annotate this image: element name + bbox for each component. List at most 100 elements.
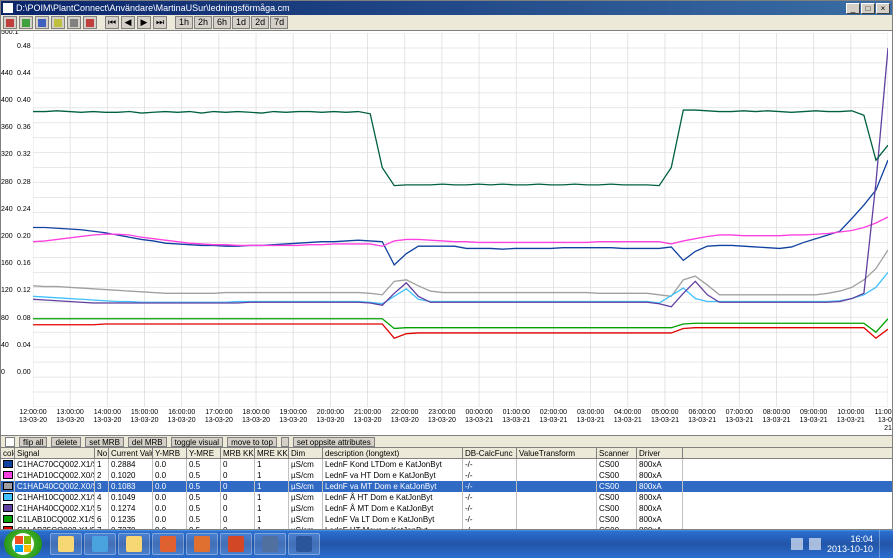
table-row[interactable]: C1LAB25CQ002.X1/SIG770.72700.00.501µS/cm… bbox=[1, 525, 892, 529]
col-scan[interactable]: Scanner bbox=[597, 448, 637, 458]
filter-checkbox[interactable] bbox=[5, 437, 15, 447]
minimize-button[interactable]: _ bbox=[846, 3, 860, 14]
maximize-button[interactable]: □ bbox=[861, 3, 875, 14]
clock[interactable]: 16:04 2013-10-10 bbox=[827, 534, 873, 554]
cell-color bbox=[1, 514, 15, 525]
powerpoint-icon bbox=[228, 536, 244, 552]
taskbar: 16:04 2013-10-10 bbox=[0, 530, 893, 558]
nav-next-button[interactable]: ▶ bbox=[137, 16, 151, 29]
col-ymrb[interactable]: Y-MRB bbox=[153, 448, 187, 458]
filter-flip-all[interactable]: flip all bbox=[19, 437, 47, 447]
start-button[interactable] bbox=[4, 530, 42, 558]
taskbar-app[interactable] bbox=[220, 533, 252, 555]
taskbar-app[interactable] bbox=[50, 533, 82, 555]
range-button-1h[interactable]: 1h bbox=[175, 16, 193, 29]
nav-last-button[interactable]: ⏭ bbox=[153, 16, 167, 29]
range-button-1d[interactable]: 1d bbox=[232, 16, 250, 29]
table-row[interactable]: C1HAD10CQ002.X0/SIG220.10200.00.501µS/cm… bbox=[1, 470, 892, 481]
table-row[interactable]: C1LAB10CQ002.X1/SIG660.12350.00.501µS/cm… bbox=[1, 514, 892, 525]
nav-prev-button[interactable]: ◀ bbox=[121, 16, 135, 29]
taskbar-app[interactable] bbox=[152, 533, 184, 555]
filter-delete[interactable]: delete bbox=[51, 437, 81, 447]
col-dim[interactable]: Dim bbox=[289, 448, 323, 458]
cell-mrbkks: 0 bbox=[221, 514, 255, 525]
col-drv[interactable]: Driver bbox=[637, 448, 683, 458]
range-button-2d[interactable]: 2d bbox=[251, 16, 269, 29]
cell-ymrb: 0.0 bbox=[153, 525, 187, 529]
col-ymre[interactable]: Y-MRE bbox=[187, 448, 221, 458]
titlebar[interactable]: D:\POIM\PlantConnect\Användare\MartinaUS… bbox=[1, 1, 892, 15]
nav-first-button[interactable]: ⏮ bbox=[105, 16, 119, 29]
table-row[interactable]: C1HAH40CQ002.X1/SIG550.12740.00.501µS/cm… bbox=[1, 503, 892, 514]
next-icon: ▶ bbox=[141, 17, 148, 28]
color-swatch bbox=[3, 515, 13, 523]
cell-dim: µS/cm bbox=[289, 514, 323, 525]
table-row[interactable]: C1HAH10CQ002.X1/SIG440.10490.00.501µS/cm… bbox=[1, 492, 892, 503]
table-row[interactable]: C1HAC70CQ002.X1/SIG110.28840.00.501µS/cm… bbox=[1, 459, 892, 470]
filter-del-MRB[interactable]: del MRB bbox=[128, 437, 167, 447]
cell-scan: CS00 bbox=[597, 481, 637, 492]
taskbar-app[interactable] bbox=[186, 533, 218, 555]
taskbar-app[interactable] bbox=[288, 533, 320, 555]
color-swatch bbox=[3, 460, 13, 468]
cell-signal: C1HAH10CQ002.X1/SIG4 bbox=[15, 492, 95, 503]
col-signal[interactable]: Signal bbox=[15, 448, 95, 458]
show-desktop-button[interactable] bbox=[879, 530, 887, 558]
tray-flag-icon[interactable] bbox=[791, 538, 803, 550]
taskbar-app[interactable] bbox=[254, 533, 286, 555]
col-calc[interactable]: DB-CalcFunc bbox=[463, 448, 517, 458]
filter-[interactable] bbox=[281, 437, 289, 447]
ie-icon bbox=[92, 536, 108, 552]
filter-toggle-visual[interactable]: toggle visual bbox=[171, 437, 223, 447]
cell-no: 4 bbox=[95, 492, 109, 503]
cell-no: 3 bbox=[95, 481, 109, 492]
table-row[interactable]: C1HAD40CQ002.X0/SIG330.10830.00.501µS/cm… bbox=[1, 481, 892, 492]
toolbar-button-3[interactable] bbox=[35, 16, 49, 29]
cell-dim: µS/cm bbox=[289, 525, 323, 529]
toolbar-button-4[interactable] bbox=[51, 16, 65, 29]
filter-set-oppsite-attributes[interactable]: set oppsite attributes bbox=[293, 437, 375, 447]
chart-area[interactable]: 04080120160200240280320360400440500.10.0… bbox=[1, 31, 892, 435]
col-no[interactable]: No bbox=[95, 448, 109, 458]
cell-desc: LednF va HT Dom e KatJonByt bbox=[323, 470, 463, 481]
cell-drv: 800xA bbox=[637, 481, 683, 492]
col-cur[interactable]: Current Value bbox=[109, 448, 153, 458]
cell-dim: µS/cm bbox=[289, 459, 323, 470]
cell-desc: LednF Kond LTDom e KatJonByt bbox=[323, 459, 463, 470]
cell-color bbox=[1, 459, 15, 470]
cell-desc: LednF Å HT Dom e KatJonByt bbox=[323, 492, 463, 503]
x-tick: 04:00:0013-03-21 bbox=[614, 409, 642, 425]
cell-ymrb: 0.0 bbox=[153, 503, 187, 514]
toolbar-button-5[interactable] bbox=[67, 16, 81, 29]
word-icon bbox=[296, 536, 312, 552]
col-desc[interactable]: description (longtext) bbox=[323, 448, 463, 458]
taskbar-app[interactable] bbox=[118, 533, 150, 555]
cell-calc: -/- bbox=[463, 492, 517, 503]
cell-color bbox=[1, 525, 15, 529]
cell-mrbkks: 0 bbox=[221, 470, 255, 481]
toolbar-button-2[interactable] bbox=[19, 16, 33, 29]
cell-ymrb: 0.0 bbox=[153, 470, 187, 481]
range-button-7d[interactable]: 7d bbox=[270, 16, 288, 29]
clock-date: 2013-10-10 bbox=[827, 544, 873, 554]
windows-icon bbox=[12, 533, 34, 555]
filter-move-to-top[interactable]: move to top bbox=[227, 437, 277, 447]
cell-cur: 0.1049 bbox=[109, 492, 153, 503]
filter-set-MRB[interactable]: set MRB bbox=[85, 437, 124, 447]
x-tick: 03:00:0013-03-21 bbox=[577, 409, 605, 425]
x-tick: 13:00:0013-03-20 bbox=[56, 409, 84, 425]
col-vt[interactable]: ValueTransform bbox=[517, 448, 597, 458]
range-button-6h[interactable]: 6h bbox=[213, 16, 231, 29]
col-mrbkks[interactable]: MRB KKS bbox=[221, 448, 255, 458]
range-button-2h[interactable]: 2h bbox=[194, 16, 212, 29]
col-color[interactable]: color bbox=[1, 448, 15, 458]
cell-calc: -/- bbox=[463, 470, 517, 481]
toolbar-button-6[interactable] bbox=[83, 16, 97, 29]
toolbar-button-1[interactable] bbox=[3, 16, 17, 29]
tray-volume-icon[interactable] bbox=[809, 538, 821, 550]
taskbar-app[interactable] bbox=[84, 533, 116, 555]
x-tick: 15:00:0013-03-20 bbox=[131, 409, 159, 425]
close-button[interactable]: × bbox=[876, 3, 890, 14]
col-mrekks[interactable]: MRE KKS bbox=[255, 448, 289, 458]
x-tick: 18:00:0013-03-20 bbox=[242, 409, 270, 425]
